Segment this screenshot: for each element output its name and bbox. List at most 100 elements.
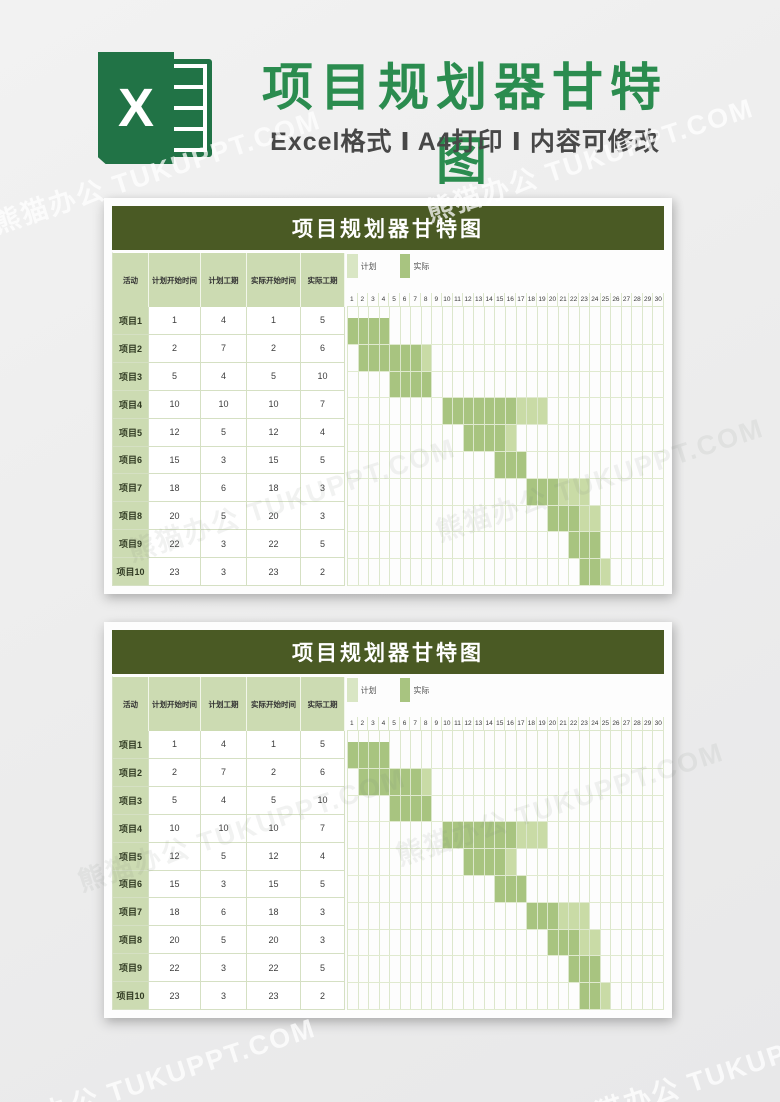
gantt-cell: [601, 425, 612, 451]
gantt-cell: [538, 983, 549, 1009]
gantt-cell: [463, 849, 475, 875]
day-number: 5: [389, 717, 400, 730]
day-number: 14: [484, 293, 495, 306]
gantt-cell: [527, 425, 538, 451]
plan-duration-cell: 4: [201, 731, 247, 758]
gantt-cell: [643, 849, 654, 875]
column-header: 实际工期: [301, 677, 345, 731]
gantt-cell: [590, 768, 601, 795]
day-number: 11: [453, 293, 464, 306]
day-number: 10: [442, 717, 453, 730]
gantt-cell: [569, 307, 580, 318]
gantt-cell: [432, 505, 443, 532]
day-number: 4: [379, 293, 390, 306]
gantt-cell: [538, 731, 549, 742]
gantt-cell: [484, 398, 496, 425]
gantt-cell: [401, 398, 412, 425]
gantt-cell: [601, 742, 612, 768]
gantt-cell: [369, 983, 380, 1009]
gantt-cell: [643, 875, 654, 902]
gantt-cell: [548, 559, 559, 585]
gantt-cell: [653, 478, 664, 505]
gantt-cell: [590, 559, 601, 585]
gantt-cell: [400, 795, 412, 822]
gantt-cell: [643, 532, 654, 559]
gantt-cell: [622, 451, 633, 478]
activity-name-cell: 项目5: [113, 418, 149, 446]
gantt-cell: [611, 371, 622, 398]
table-row: 项目2 2 7 2 6: [113, 758, 345, 787]
gantt-cell: [527, 307, 538, 318]
gantt-cell: [495, 731, 506, 742]
gantt-cell: [453, 559, 464, 585]
gantt-cell: [380, 371, 391, 398]
gantt-cell: [359, 849, 370, 875]
column-header: 实际工期: [301, 253, 345, 307]
gantt-cell: [538, 505, 549, 532]
actual-duration-cell: 2: [301, 982, 345, 1010]
gantt-cell: [622, 478, 633, 505]
gantt-cell: [517, 929, 528, 956]
gantt-cell: [506, 929, 517, 956]
gantt-cell: [400, 344, 412, 371]
gantt-cell: [611, 956, 622, 983]
gantt-cell: [453, 532, 464, 559]
gantt-cell: [517, 344, 528, 371]
gantt-cell: [485, 768, 496, 795]
gantt-cell: [632, 478, 643, 505]
gantt-cell: [580, 344, 591, 371]
gantt-cell: [537, 398, 549, 425]
gantt-cell: [359, 451, 370, 478]
gantt-cell: [474, 902, 485, 929]
gantt-cell: [590, 849, 601, 875]
activity-name-cell: 项目6: [113, 446, 149, 474]
gantt-cell: [548, 902, 559, 929]
gantt-cell: [527, 768, 538, 795]
gantt-cell: [527, 731, 538, 742]
table-row: 项目4 10 10 10 7: [113, 814, 345, 843]
gantt-cell: [569, 451, 580, 478]
gantt-cell: [485, 742, 496, 768]
gantt-cell: [401, 307, 412, 318]
gantt-cell: [622, 532, 633, 559]
gantt-cell: [517, 559, 528, 585]
gantt-cell: [622, 398, 633, 425]
gantt-cell: [453, 822, 464, 849]
gantt-cell: [464, 505, 475, 532]
activity-name-cell: 项目10: [113, 558, 149, 586]
gantt-cell: [453, 742, 464, 768]
table-row: 项目8 20 5 20 3: [113, 926, 345, 955]
gantt-sheet-panel-2: 项目规划器甘特图 活动 计划开始时间 计划工期 实际开始时间 实际工期 项目1 1 4 1 5 项…: [104, 622, 672, 1018]
gantt-cell: [580, 849, 591, 875]
gantt-cell: [422, 505, 433, 532]
gantt-cell: [653, 425, 664, 451]
gantt-cell: [359, 505, 370, 532]
gantt-cell: [632, 822, 643, 849]
gantt-cell: [453, 425, 464, 451]
gantt-cell: [401, 822, 412, 849]
activity-table: 活动 计划开始时间 计划工期 实际开始时间 实际工期 项目1 1 4 1 5 项目2 2 7 2 6 项目3…: [112, 252, 345, 587]
gantt-cell: [622, 505, 633, 532]
gantt-cell: [485, 344, 496, 371]
actual-start-cell: 18: [247, 474, 301, 502]
gantt-cell: [643, 398, 654, 425]
gantt-cell: [569, 768, 580, 795]
gantt-cell: [559, 398, 570, 425]
gantt-cell: [653, 768, 664, 795]
gantt-cell: [643, 371, 654, 398]
gantt-cell: [411, 318, 422, 344]
gantt-cell: [474, 398, 485, 425]
gantt-cell: [590, 902, 601, 929]
gantt-cell: [580, 795, 591, 822]
day-number: 13: [474, 293, 485, 306]
activity-name-cell: 项目8: [113, 926, 149, 954]
gantt-cell: [474, 822, 485, 849]
gantt-row: [348, 768, 664, 796]
plan-start-cell: 10: [149, 390, 201, 418]
gantt-cell: [601, 822, 612, 849]
plan-duration-cell: 4: [201, 307, 247, 334]
gantt-cell: [580, 875, 591, 902]
gantt-cell: [359, 731, 370, 742]
gantt-cell: [611, 559, 622, 585]
gantt-cell: [622, 875, 633, 902]
